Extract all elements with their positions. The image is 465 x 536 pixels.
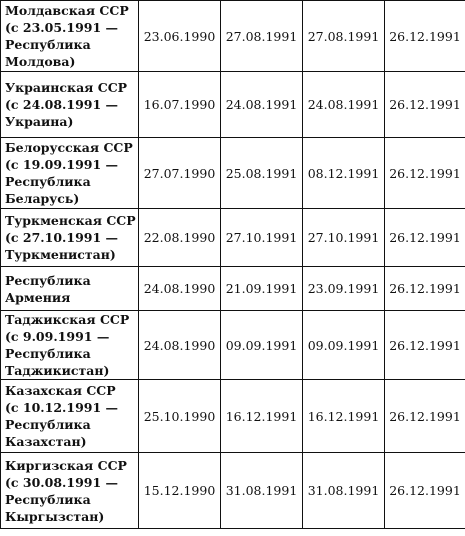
republic-name-line: Таджикская ССР [5,312,130,327]
date-cell: 26.12.1991 [384,379,465,453]
republic-name-cell: Таджикская ССР (с 9.09.1991 — Республика Та… [0,310,139,380]
republic-name-cell: Туркменская ССР (с 27.10.1991 — Туркменист… [0,208,139,267]
date-cell: 26.12.1991 [384,208,465,267]
date-cell: 26.12.1991 [384,71,465,138]
republic-name-line: Туркменская ССР [5,213,136,228]
republic-name-cell: Белорусская ССР (с 19.09.1991 — Республика… [0,137,139,209]
table-row: Таджикская ССР (с 9.09.1991 — Республика Та… [0,310,465,380]
republic-name-cell: Киргизская ССР (с 30.08.1991 — Республика К… [0,452,139,529]
date-cell: 27.08.1991 [302,0,385,72]
republic-name-line: Казахская ССР [5,383,116,398]
date-cell: 15.12.1990 [138,452,221,529]
republic-name-line: Молдавская ССР [5,3,129,18]
republic-name-line: (с 24.08.1991 — [5,97,119,112]
republic-name-line: Кыргызстан) [5,508,105,524]
date-cell: 09.09.1991 [220,310,303,380]
date-cell: 09.09.1991 [302,310,385,380]
republic-name-cell: Казахская ССР (с 10.12.1991 — Республика Ка… [0,379,139,453]
republic-name-line: Туркменистан) [5,247,116,262]
republic-name-line: Белорусская ССР [5,140,133,155]
table-row: Казахская ССР (с 10.12.1991 — Республика Ка… [0,379,465,453]
republic-name-line: Республика [5,174,91,189]
republic-name-line: (с 27.10.1991 — [5,230,119,245]
republic-name-cell: Молдавская ССР (с 23.05.1991 — Республика М… [0,0,139,72]
date-cell: 25.08.1991 [220,137,303,209]
republic-name-line: Украина) [5,114,74,129]
republic-name-line: (с 19.09.1991 — [5,157,119,172]
date-cell: 22.08.1990 [138,208,221,267]
republic-name-line: Армения [5,289,71,305]
date-cell: 27.10.1991 [220,208,303,267]
date-cell: 26.12.1991 [384,0,465,72]
date-cell: 24.08.1990 [138,266,221,311]
date-cell: 24.08.1990 [138,310,221,380]
date-cell: 27.10.1991 [302,208,385,267]
table-row: Украинская ССР (с 24.08.1991 — Украина) 16.… [0,71,465,138]
date-cell: 27.08.1991 [220,0,303,72]
date-cell: 31.08.1991 [220,452,303,529]
republic-name-line: Таджикистан) [5,363,110,378]
republic-name-line: Республика [5,37,91,52]
table-row: Белорусская ССР (с 19.09.1991 — Республика… [0,137,465,209]
date-cell: 26.12.1991 [384,310,465,380]
republic-name-cell: Республика Армения [0,266,139,311]
table-row: Молдавская ССР (с 23.05.1991 — Республика М… [0,0,465,72]
date-cell: 08.12.1991 [302,137,385,209]
date-cell: 16.07.1990 [138,71,221,138]
republic-name-line: Украинская ССР [5,80,128,95]
republic-name-line: Казахстан) [5,434,87,449]
date-cell: 16.12.1991 [302,379,385,453]
date-cell: 31.08.1991 [302,452,385,529]
republic-name-line: Киргизская ССР [5,457,127,473]
date-cell: 23.06.1990 [138,0,221,72]
date-cell: 26.12.1991 [384,266,465,311]
republic-name-line: Молдова) [5,54,76,69]
republic-name-line: (с 10.12.1991 — [5,400,119,415]
table-row: Киргизская ССР (с 30.08.1991 — Республика К… [0,452,465,529]
date-cell: 25.10.1990 [138,379,221,453]
date-cell: 26.12.1991 [384,452,465,529]
date-cell: 24.08.1991 [220,71,303,138]
date-cell: 21.09.1991 [220,266,303,311]
date-cell: 27.07.1990 [138,137,221,209]
date-cell: 24.08.1991 [302,71,385,138]
republic-name-line: (с 23.05.1991 — [5,20,119,35]
republic-name-line: (с 30.08.1991 — [5,474,119,490]
republic-name-line: (с 9.09.1991 — [5,329,110,344]
date-cell: 23.09.1991 [302,266,385,311]
republic-name-line: Республика [5,417,91,432]
republic-name-line: Беларусь) [5,191,80,206]
republic-name-line: Республика [5,491,91,507]
republic-name-line: Республика [5,272,91,288]
date-cell: 16.12.1991 [220,379,303,453]
republic-name-cell: Украинская ССР (с 24.08.1991 — Украина) [0,71,139,138]
republic-name-line: Республика [5,346,91,361]
table-row: Республика Армения 24.08.1990 21.09.1991 23.… [0,266,465,311]
date-cell: 26.12.1991 [384,137,465,209]
table-row: Туркменская ССР (с 27.10.1991 — Туркменист… [0,208,465,267]
